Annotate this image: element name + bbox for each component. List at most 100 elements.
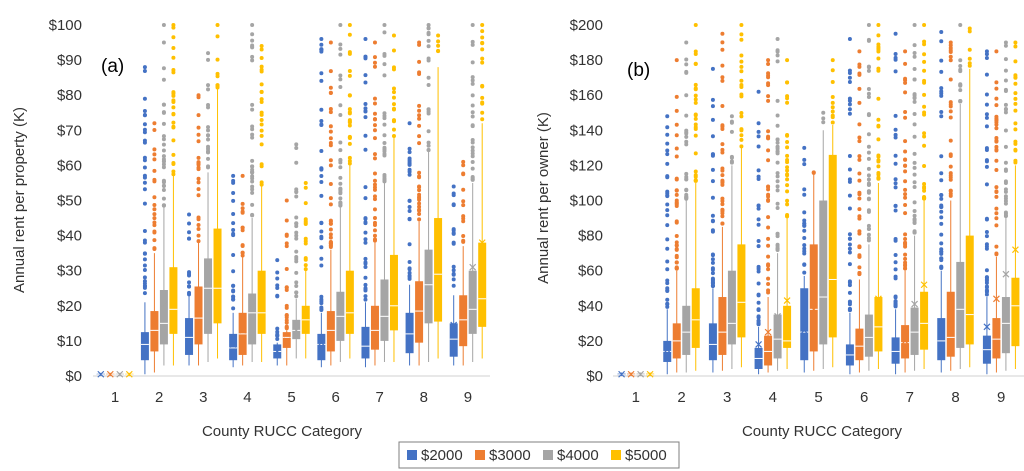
outlier-point (328, 221, 333, 226)
outlier-point (830, 105, 835, 110)
outlier-point (161, 66, 166, 71)
mean-marker (937, 326, 945, 334)
outlier-point (161, 148, 166, 153)
chart-b-marks (617, 23, 1020, 378)
box-plot-4000-rucc-2 (682, 40, 691, 373)
outlier-point (372, 60, 377, 65)
outlier-point (994, 126, 999, 131)
outlier-point (948, 138, 953, 143)
outlier-point (720, 31, 725, 36)
outlier-point (994, 211, 999, 216)
outlier-point (250, 187, 255, 192)
outlier-point (710, 117, 715, 122)
outlier-point (338, 23, 343, 27)
outlier-point (215, 34, 220, 39)
x-tick-label: 6 (331, 389, 339, 406)
outlier-point (372, 55, 377, 60)
outlier-point (470, 123, 475, 128)
x-tick-label: 2 (677, 389, 685, 406)
outlier-point (710, 152, 715, 157)
outlier-point (710, 229, 715, 234)
outlier-point (866, 226, 871, 231)
mean-marker (362, 335, 369, 343)
outlier-point (739, 78, 744, 83)
outlier-point (948, 43, 953, 48)
mean-marker (819, 279, 827, 287)
outlier-point (426, 44, 431, 49)
outlier-point (171, 93, 176, 98)
outlier-point (461, 219, 466, 224)
legend-swatch-2000 (407, 450, 417, 460)
outlier-point (142, 291, 147, 296)
box-plot-3000-rucc-8 (946, 40, 955, 371)
outlier-point (338, 103, 343, 108)
chart-b: $0 $20 $40 $60 $80 $100 $120 $140 $160 $180 $200 1… (535, 17, 1024, 440)
outlier-point (372, 111, 377, 116)
outlier-point (461, 159, 466, 164)
outlier-point (161, 183, 166, 188)
outlier-point (876, 23, 881, 27)
outlier-point (347, 68, 352, 73)
outlier-point (684, 176, 689, 181)
outlier-point (161, 134, 166, 139)
outlier-point (766, 267, 771, 272)
outlier-point (739, 127, 744, 132)
outlier-point (372, 194, 377, 199)
outlier-point (876, 117, 881, 122)
outlier-point (830, 68, 835, 73)
mean-marker (682, 316, 690, 324)
outlier-point (250, 23, 255, 27)
outlier-point (1003, 128, 1008, 133)
outlier-point (912, 122, 917, 127)
outlier-point (363, 56, 368, 61)
outlier-point (830, 79, 835, 84)
outlier-point (319, 107, 324, 112)
outlier-point (847, 179, 852, 184)
outlier-point (275, 326, 280, 331)
box-plot-5000-rucc-3 (737, 23, 746, 368)
outlier-point (775, 201, 780, 206)
outlier-point (152, 212, 157, 217)
mean-marker (273, 348, 281, 355)
outlier-point (912, 151, 917, 156)
outlier-point (142, 65, 147, 70)
outlier-point (665, 281, 670, 286)
outlier-point (161, 137, 166, 142)
outlier-point (319, 236, 324, 241)
outlier-point (391, 48, 396, 53)
outlier-point (922, 59, 927, 64)
mean-marker (116, 370, 124, 378)
outlier-point (480, 110, 485, 115)
mean-marker (346, 284, 354, 292)
outlier-point (693, 133, 698, 138)
box-plot-2000-rucc-8 (405, 121, 414, 366)
outlier-point (328, 141, 333, 146)
outlier-point (142, 267, 147, 272)
outlier-point (710, 267, 715, 272)
outlier-point (231, 221, 236, 226)
outlier-point (363, 264, 368, 269)
box (910, 307, 919, 355)
box (169, 267, 178, 334)
outlier-point (391, 127, 396, 132)
outlier-point (729, 129, 734, 134)
outlier-point (665, 208, 670, 213)
outlier-point (259, 44, 264, 49)
outlier-point (294, 142, 299, 147)
outlier-point (171, 90, 176, 95)
outlier-point (720, 75, 725, 80)
box-plot-3000-rucc-7 (370, 40, 379, 366)
outlier-point (259, 47, 264, 52)
outlier-point (984, 159, 989, 164)
mean-marker (97, 370, 105, 378)
mean-marker (755, 340, 763, 348)
outlier-point (171, 169, 176, 174)
outlier-point (775, 140, 780, 145)
outlier-point (338, 157, 343, 162)
outlier-point (426, 58, 431, 63)
outlier-point (363, 286, 368, 291)
outlier-point (363, 221, 368, 226)
box-plot-4000-rucc-3 (204, 51, 213, 362)
outlier-point (142, 257, 147, 262)
outlier-point (250, 135, 255, 140)
